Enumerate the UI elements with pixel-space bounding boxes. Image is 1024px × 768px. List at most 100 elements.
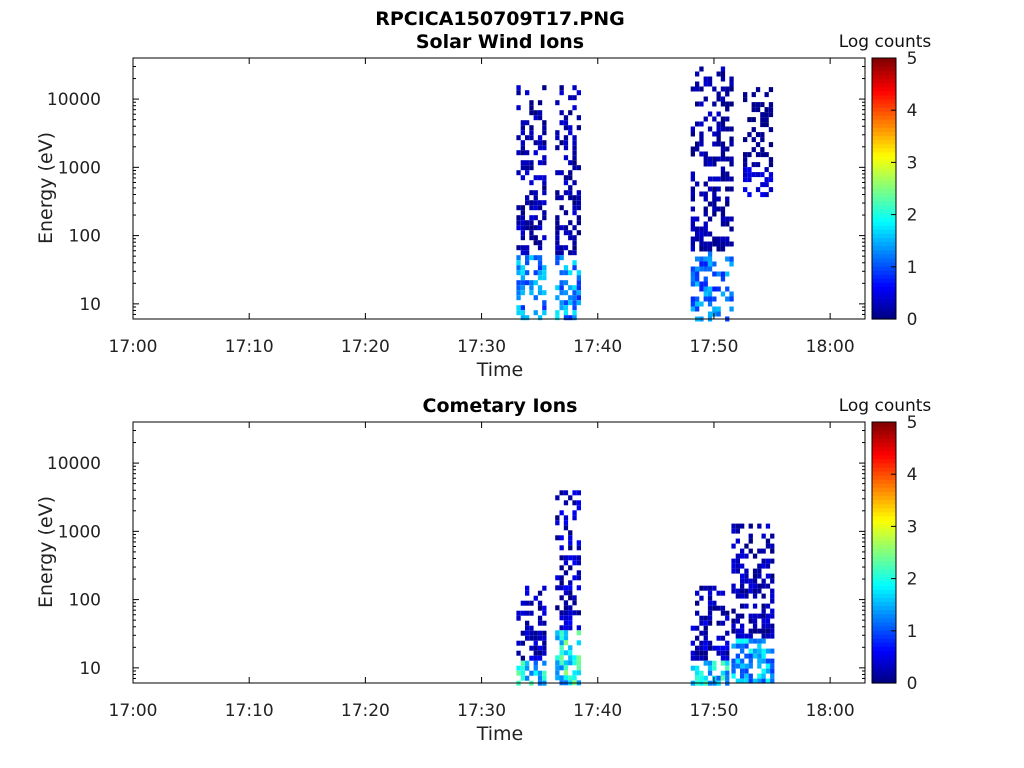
heatmap-cell [707,241,713,247]
heatmap-cell [725,670,730,676]
heatmap-cell [525,165,530,171]
heatmap-cell [699,585,704,591]
colorbar-tick-label: 3 [907,153,918,173]
heatmap-cell [533,225,538,231]
heatmap-cell [520,655,525,661]
heatmap-cell [712,186,717,192]
heatmap-cell [707,660,713,666]
heatmap-cell [555,135,560,141]
heatmap-cell [725,660,730,666]
heatmap-cell [525,220,530,226]
heatmap-cell [703,256,708,262]
x-tick-label: 18:00 [806,701,855,721]
heatmap-cell [695,281,700,287]
heatmap-cell [529,220,534,226]
heatmap-cell [695,276,700,282]
heatmap-cell [572,195,577,201]
heatmap-cell [537,225,543,231]
colorbar-swatch [872,70,896,75]
heatmap-cell [572,555,577,561]
heatmap-cell [725,106,730,112]
heatmap-cell [572,165,577,171]
x-axis-label: Time [476,359,524,381]
colorbar-swatch [872,233,896,239]
heatmap-cell [716,635,721,641]
heatmap-cell [740,658,745,664]
colorbar-swatch [872,662,896,668]
heatmap-cell [542,200,547,206]
heatmap-cell [768,102,774,108]
heatmap-cell [761,628,766,634]
heatmap-cell [748,673,753,679]
heatmap-cell [525,620,530,626]
heatmap-cell [555,660,560,666]
heatmap-cell [740,578,745,584]
heatmap-cell [760,112,765,118]
colorbar-swatch [872,483,896,488]
heatmap-cell [559,285,564,291]
colorbar: 0 1 2 3 4 5 [871,413,918,694]
colorbar-tick-label: 4 [907,465,918,485]
heatmap-cell [525,630,530,636]
heatmap-cell [712,206,717,212]
heatmap-cell [695,71,700,77]
heatmap-cell [533,645,538,651]
heatmap-cell [752,618,758,624]
heatmap-cell [555,295,560,301]
colorbar-swatch [872,629,896,635]
heatmap-cell [760,132,765,138]
heatmap-cell [559,255,564,261]
heatmap-cell [559,205,564,211]
heatmap-cell [529,670,534,676]
heatmap-cell [743,92,748,98]
colorbar-swatch [872,298,896,304]
heatmap-cell [568,620,573,626]
heatmap-cell [516,640,521,646]
heatmap-cell [559,280,564,286]
heatmap-cell [707,296,713,302]
heatmap-cell [725,221,730,227]
colorbar-tick-label: 2 [907,570,918,590]
heatmap-cell [537,205,543,211]
y-tick-label: 10000 [47,454,101,474]
colorbar-swatch [872,225,896,230]
heatmap-cell [770,578,775,584]
heatmap-cell [520,600,525,606]
heatmap-cell [576,490,581,496]
heatmap-cell [747,117,752,123]
heatmap-cell [576,540,581,546]
heatmap-cell [559,575,564,581]
heatmap-cell [720,156,726,162]
heatmap-cell [576,625,581,631]
heatmap-cell [731,583,736,589]
heatmap-cell [572,655,577,661]
heatmap-cell [520,245,525,251]
heatmap-cell [765,678,771,684]
heatmap-cell [563,605,569,611]
heatmap-cell [752,553,758,559]
heatmap-cell [703,291,708,297]
heatmap-cell [533,190,538,196]
colorbar-swatch [872,78,896,84]
heatmap-cell [712,201,717,207]
colorbar-label: Log counts [839,32,932,52]
heatmap-cell [699,101,704,107]
heatmap-cell [568,565,573,571]
heatmap-cell [761,558,766,564]
heatmap-cell [757,568,762,574]
heatmap-cell [559,195,564,201]
heatmap-cell [699,286,704,292]
heatmap-cell [529,635,534,641]
heatmap-cell [559,300,564,306]
heatmap-cell [542,660,547,666]
heatmap-cell [744,643,749,649]
y-tick-label: 100 [69,591,101,611]
x-tick-label: 17:10 [225,701,274,721]
heatmap-cell [725,665,730,671]
heatmap-cell [735,628,740,634]
heatmap-cell [520,305,525,311]
heatmap-cell [690,226,695,232]
heatmap-cell [559,645,564,651]
heatmap-cell [703,151,708,157]
heatmap-cell [516,105,521,111]
